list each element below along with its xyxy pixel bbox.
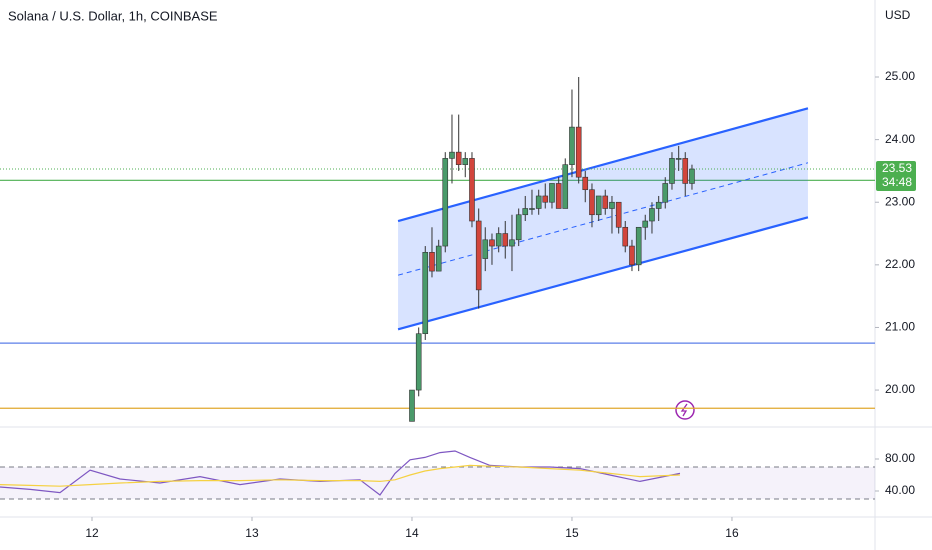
rsi-line xyxy=(0,450,681,496)
candle-body xyxy=(449,151,455,159)
candle-body xyxy=(609,201,615,209)
candle-body xyxy=(655,201,662,209)
candle-body xyxy=(642,220,649,228)
candle-body xyxy=(629,245,635,266)
candle-body xyxy=(589,189,595,216)
candle-body xyxy=(549,183,555,203)
candle-body xyxy=(575,126,582,178)
last-price-label: 23.53 xyxy=(882,161,912,175)
y-axis-label: USD xyxy=(885,8,911,22)
x-tick-label: 16 xyxy=(725,526,739,540)
candle-body xyxy=(669,158,675,184)
candle-body xyxy=(515,214,522,241)
candle-body xyxy=(649,208,655,222)
candle-body xyxy=(542,195,549,203)
countdown-label: 34:48 xyxy=(882,175,912,189)
y-tick-label: 80.00 xyxy=(885,451,915,465)
candle-body xyxy=(409,389,415,422)
candle-body xyxy=(622,226,629,247)
candle-body xyxy=(429,252,435,272)
candle-body xyxy=(555,183,562,209)
candle-body xyxy=(422,252,429,335)
channel-fill xyxy=(398,108,808,330)
y-tick-label: 25.00 xyxy=(885,69,915,83)
candle-body xyxy=(495,233,502,247)
candle-body xyxy=(509,239,515,247)
candle-body xyxy=(415,333,422,391)
event-icon[interactable] xyxy=(675,400,695,420)
candle-body xyxy=(569,126,575,165)
y-tick-label: 23.00 xyxy=(885,194,915,208)
y-tick-label: 21.00 xyxy=(885,320,915,334)
x-tick-label: 12 xyxy=(85,526,99,540)
candle-body xyxy=(689,168,695,184)
candle-body xyxy=(482,239,489,259)
price-label-box xyxy=(876,161,916,192)
channel-median xyxy=(397,162,809,276)
candle-body xyxy=(582,176,589,191)
y-tick-label: 40.00 xyxy=(885,483,915,497)
candle-body xyxy=(535,195,542,209)
event-icon-bolt xyxy=(680,403,688,417)
candle-body xyxy=(462,158,469,165)
candle-body xyxy=(435,245,442,272)
candle-body xyxy=(469,158,475,222)
candle-body xyxy=(562,164,569,209)
x-tick-label: 14 xyxy=(405,526,419,540)
candle-body xyxy=(682,158,689,184)
channel-lower xyxy=(397,216,809,331)
candle-body xyxy=(475,220,482,291)
candle-body xyxy=(522,208,529,216)
rsi-line xyxy=(0,464,680,487)
candle-body xyxy=(455,151,462,165)
candle-body xyxy=(502,233,509,247)
candle-body xyxy=(602,195,609,209)
y-tick-label: 20.00 xyxy=(885,382,915,396)
candle-body xyxy=(615,201,622,228)
y-tick-label: 24.00 xyxy=(885,132,915,146)
candle-body xyxy=(675,158,682,160)
chart-title: Solana / U.S. Dollar, 1h, COINBASE xyxy=(8,8,218,23)
candle-body xyxy=(662,183,669,203)
y-tick-label: 22.00 xyxy=(885,257,915,271)
x-tick-label: 15 xyxy=(565,526,579,540)
x-tick-label: 13 xyxy=(245,526,259,540)
rsi-band xyxy=(0,467,875,499)
candle-body xyxy=(595,195,602,216)
candle-body xyxy=(489,239,495,247)
candle-body xyxy=(529,208,535,210)
channel-upper xyxy=(397,107,809,223)
candle-body xyxy=(635,226,642,266)
candle-body xyxy=(442,158,449,247)
